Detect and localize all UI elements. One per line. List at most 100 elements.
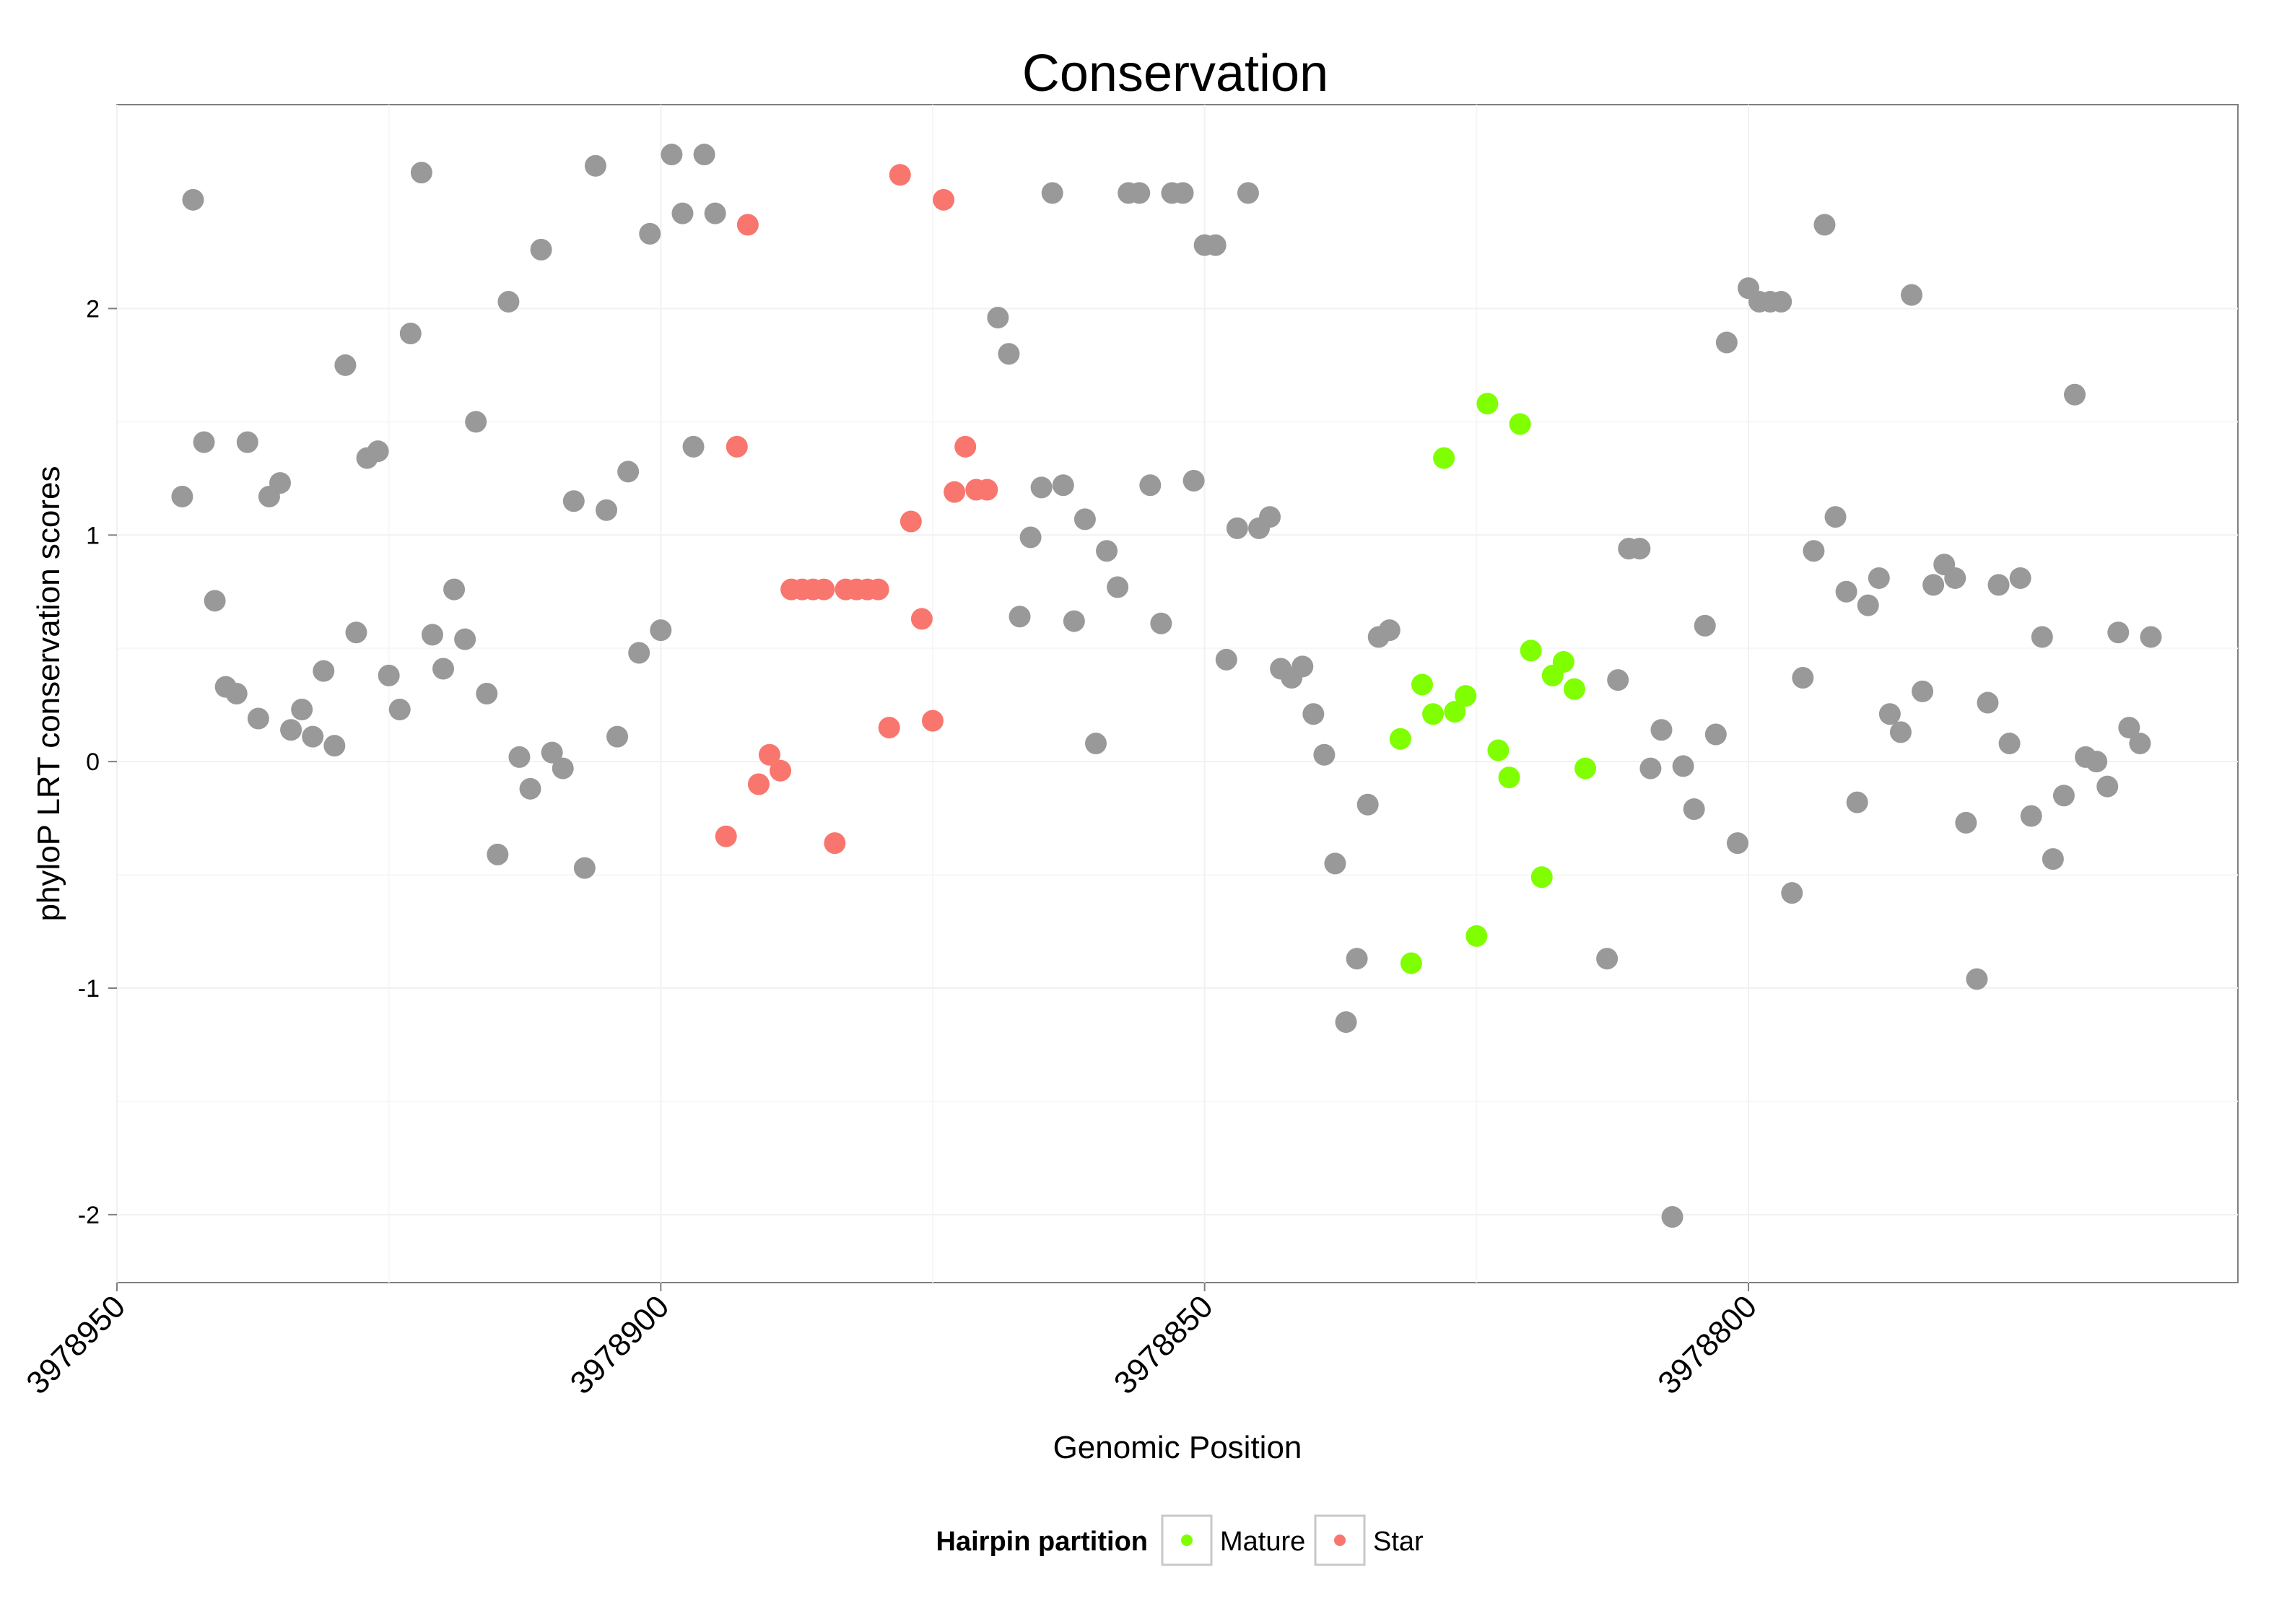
data-point-other	[682, 435, 705, 458]
data-point-other	[661, 144, 683, 166]
data-point-other	[1650, 719, 1673, 741]
data-point-other	[454, 628, 476, 650]
data-point-other	[182, 188, 204, 211]
data-point-other	[1107, 576, 1129, 598]
legend-title: Hairpin partition	[936, 1527, 1148, 1557]
data-point-other	[1215, 648, 1237, 671]
data-point-other	[1987, 574, 2010, 596]
data-point-other	[1346, 948, 1368, 970]
data-point-mature	[1476, 393, 1499, 415]
data-point-other	[1661, 1205, 1683, 1228]
data-point-other	[1944, 567, 1966, 589]
data-point-other	[291, 698, 313, 720]
data-point-other	[367, 440, 389, 463]
data-point-star	[944, 481, 966, 503]
data-point-other	[225, 683, 248, 704]
legend-key-mature	[1181, 1534, 1193, 1546]
data-point-star	[867, 578, 889, 601]
data-point-other	[1792, 667, 1814, 689]
data-point-other	[1977, 691, 1999, 714]
data-point-other	[334, 354, 357, 376]
y-tick-label: 2	[86, 295, 100, 323]
data-point-other	[302, 725, 324, 748]
data-point-mature	[1422, 703, 1445, 725]
data-point-other	[2064, 383, 2086, 406]
data-point-other	[1063, 610, 1085, 632]
data-point-other	[2042, 848, 2064, 870]
data-point-other	[421, 624, 443, 646]
data-point-other	[1878, 703, 1901, 725]
data-point-other	[345, 621, 367, 644]
data-point-other	[596, 499, 617, 521]
data-point-mature	[1563, 678, 1585, 700]
data-point-star	[933, 188, 955, 211]
x-axis: 3978950 3978900 3978850 3978800	[19, 1283, 1764, 1401]
data-point-other	[2129, 733, 2151, 755]
data-point-star	[824, 832, 846, 855]
data-point-other	[704, 202, 726, 224]
data-point-other	[1715, 331, 1738, 354]
data-point-star	[747, 773, 770, 795]
data-point-other	[1596, 948, 1619, 970]
plot-panel	[116, 104, 2239, 1283]
data-point-other	[487, 843, 509, 865]
data-point-other	[987, 307, 1009, 329]
data-point-other	[236, 431, 258, 453]
data-point-other	[378, 664, 400, 686]
data-point-other	[2031, 626, 2053, 648]
data-point-star	[889, 164, 911, 186]
data-point-other	[1019, 526, 1042, 549]
data-point-other	[1846, 791, 1868, 813]
x-tick-label: 3978950	[19, 1288, 132, 1401]
data-point-other	[693, 144, 715, 166]
x-tick-label: 3978900	[564, 1288, 676, 1401]
data-point-other	[1781, 882, 1803, 904]
data-point-other	[1128, 182, 1151, 204]
data-point-star	[954, 435, 977, 458]
data-point-star	[726, 435, 748, 458]
data-point-other	[998, 343, 1020, 365]
data-point-other	[269, 472, 291, 494]
data-point-other	[1041, 182, 1063, 204]
data-points	[171, 144, 2162, 1228]
data-point-mature	[1465, 925, 1488, 947]
data-point-other	[1857, 594, 1879, 616]
data-point-other	[1726, 832, 1748, 855]
data-point-other	[1237, 182, 1259, 204]
data-point-mature	[1444, 701, 1466, 723]
y-tick-label: -2	[78, 1202, 100, 1229]
data-point-other	[1966, 968, 1988, 990]
data-point-other	[2052, 785, 2075, 807]
data-point-other	[1172, 182, 1194, 204]
x-tick-label: 3978800	[1651, 1288, 1764, 1401]
data-point-other	[1813, 214, 1836, 236]
data-point-other	[1378, 619, 1400, 642]
data-point-other	[650, 619, 672, 642]
data-point-other	[1356, 793, 1379, 816]
y-tick-label: 1	[86, 522, 100, 549]
data-point-other	[2107, 621, 2130, 644]
data-point-other	[465, 411, 487, 433]
x-axis-label: Genomic Position	[1053, 1430, 1302, 1465]
data-point-other	[1052, 474, 1074, 497]
data-point-other	[1226, 517, 1248, 539]
data-point-other	[1313, 743, 1336, 766]
data-point-other	[1085, 733, 1107, 755]
data-point-other	[2118, 717, 2140, 739]
data-point-other	[617, 460, 640, 483]
legend-label-mature: Mature	[1220, 1527, 1305, 1557]
data-point-other	[1096, 540, 1118, 562]
data-point-other	[280, 719, 302, 741]
data-point-other	[2009, 567, 2031, 589]
data-point-star	[715, 825, 737, 847]
data-point-other	[1302, 703, 1325, 725]
data-point-star	[910, 608, 933, 630]
data-point-other	[1324, 852, 1346, 875]
data-point-other	[1073, 508, 1096, 531]
y-axis-label: phyloP LRT conservation scores	[31, 466, 66, 921]
data-point-mature	[1487, 739, 1510, 761]
data-point-star	[899, 510, 922, 533]
data-point-other	[1150, 612, 1172, 634]
data-point-other	[204, 590, 226, 612]
data-point-other	[1335, 1011, 1357, 1034]
